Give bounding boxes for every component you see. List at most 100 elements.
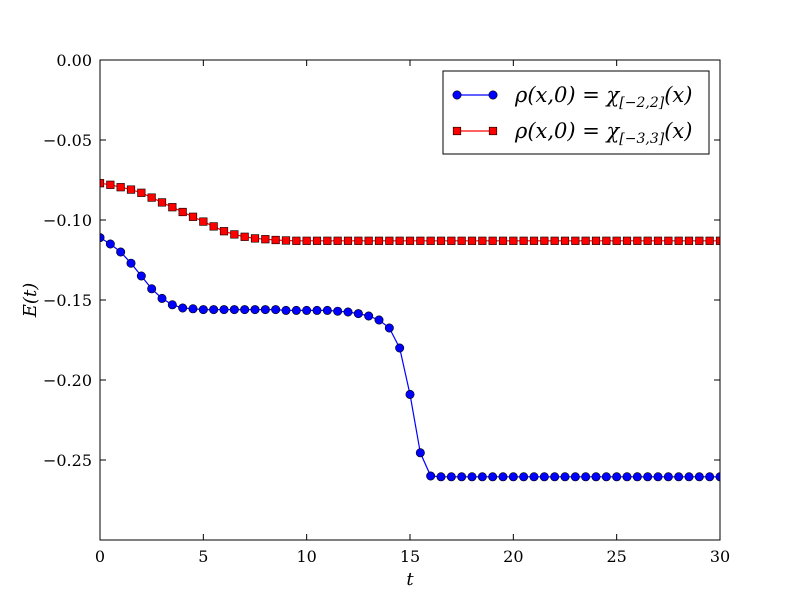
data-point-series-0 xyxy=(229,305,239,315)
data-point-series-1 xyxy=(436,236,446,245)
data-point-series-1 xyxy=(405,236,415,245)
data-point-series-0 xyxy=(643,472,653,482)
x-tick-label: 10 xyxy=(296,547,316,566)
y-tick-label: −0.15 xyxy=(43,291,92,310)
data-point-series-0 xyxy=(684,472,694,482)
data-point-series-1 xyxy=(715,236,720,245)
data-point-series-0 xyxy=(663,472,673,482)
data-point-series-0 xyxy=(147,284,157,294)
data-point-series-0 xyxy=(653,472,663,482)
data-point-series-1 xyxy=(333,236,342,245)
x-tick-label: 20 xyxy=(503,547,523,566)
data-point-series-0 xyxy=(591,472,601,482)
x-tick-label: 30 xyxy=(710,547,730,566)
data-point-series-1 xyxy=(261,235,270,244)
data-point-series-0 xyxy=(612,472,622,482)
data-point-series-1 xyxy=(343,236,353,245)
data-point-series-0 xyxy=(291,305,301,315)
data-point-series-1 xyxy=(519,236,528,245)
data-point-series-0 xyxy=(322,305,332,315)
data-point-series-0 xyxy=(126,258,136,268)
legend-box xyxy=(442,70,710,155)
data-point-series-1 xyxy=(147,193,156,202)
data-point-series-0 xyxy=(395,343,405,353)
data-point-series-1 xyxy=(705,236,714,245)
data-point-series-0 xyxy=(457,472,467,482)
data-point-series-0 xyxy=(426,471,436,481)
data-point-series-1 xyxy=(612,236,621,245)
data-point-series-1 xyxy=(571,236,580,245)
data-point-series-1 xyxy=(374,236,384,245)
data-point-series-1 xyxy=(323,236,332,245)
data-point-series-0 xyxy=(167,300,177,310)
data-point-series-1 xyxy=(385,236,394,245)
data-point-series-1 xyxy=(643,236,652,245)
y-tick-label: −0.25 xyxy=(43,451,92,470)
data-point-series-0 xyxy=(188,304,198,314)
data-point-series-1 xyxy=(467,236,477,245)
y-tick-label: 0.00 xyxy=(56,51,92,70)
data-point-series-0 xyxy=(333,306,343,316)
data-point-series-1 xyxy=(591,236,601,245)
data-point-series-0 xyxy=(198,305,208,315)
data-point-series-1 xyxy=(188,212,198,221)
legend: ρ(x,0) = χ[−2,2](x) ρ(x,0) = χ[−3,3](x) xyxy=(442,70,710,155)
data-point-series-1 xyxy=(292,236,301,245)
data-point-series-1 xyxy=(100,179,105,188)
legend-marker-1 xyxy=(488,126,498,136)
data-point-series-0 xyxy=(312,305,322,315)
data-point-series-1 xyxy=(250,234,260,243)
x-tick-label: 25 xyxy=(606,547,626,566)
legend-marker-1 xyxy=(452,126,462,136)
data-point-series-1 xyxy=(312,236,322,245)
data-point-series-0 xyxy=(529,472,539,482)
data-point-series-1 xyxy=(529,236,539,245)
data-point-series-0 xyxy=(384,323,394,333)
ticks-layer: 0 5 10 15 20 25 30 0.00 −0.05 −0.10 −0.15 −0.20 −0.2… xyxy=(43,51,730,566)
data-point-series-1 xyxy=(137,188,146,197)
data-point-series-1 xyxy=(126,185,136,194)
data-point-series-0 xyxy=(105,239,115,249)
data-point-series-0 xyxy=(157,293,167,303)
y-axis-label: E(t) xyxy=(20,283,41,318)
data-point-series-1 xyxy=(653,236,663,245)
data-point-series-1 xyxy=(488,236,497,245)
series-layer xyxy=(100,179,720,482)
data-point-series-1 xyxy=(230,230,239,239)
data-point-series-1 xyxy=(684,236,694,245)
legend-marker-0 xyxy=(452,90,462,100)
data-point-series-1 xyxy=(240,232,249,241)
data-point-series-1 xyxy=(622,236,632,245)
data-point-series-1 xyxy=(416,236,425,245)
series-line-1 xyxy=(100,182,720,242)
data-point-series-1 xyxy=(271,235,280,245)
data-point-series-0 xyxy=(281,305,291,315)
data-point-series-1 xyxy=(509,236,518,245)
data-point-series-0 xyxy=(405,389,415,399)
data-point-series-0 xyxy=(622,472,632,482)
data-point-series-0 xyxy=(674,472,684,482)
data-point-series-1 xyxy=(178,207,187,217)
data-point-series-1 xyxy=(478,236,487,245)
data-point-series-1 xyxy=(281,236,291,245)
data-point-series-0 xyxy=(550,472,560,482)
data-point-series-1 xyxy=(168,203,177,212)
x-axis-label: t xyxy=(406,569,414,590)
data-point-series-1 xyxy=(199,217,208,226)
data-point-series-1 xyxy=(560,236,570,245)
data-point-series-0 xyxy=(560,472,570,482)
data-point-series-0 xyxy=(374,315,384,325)
data-point-series-1 xyxy=(674,236,683,245)
data-point-series-1 xyxy=(550,236,559,245)
data-point-series-1 xyxy=(395,236,404,245)
data-point-series-0 xyxy=(446,472,456,482)
x-tick-label: 15 xyxy=(400,547,420,566)
data-point-series-1 xyxy=(209,222,218,231)
data-point-series-1 xyxy=(302,236,311,245)
data-point-series-0 xyxy=(364,311,374,321)
data-point-series-0 xyxy=(353,309,363,319)
data-point-series-1 xyxy=(633,236,642,245)
legend-marker-0 xyxy=(488,90,498,100)
data-point-series-0 xyxy=(498,472,508,482)
